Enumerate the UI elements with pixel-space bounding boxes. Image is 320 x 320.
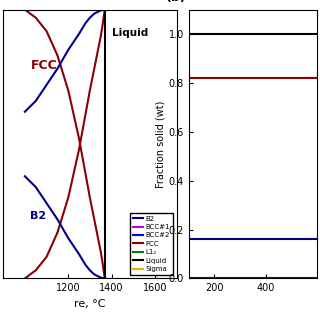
Text: B2: B2 bbox=[30, 211, 46, 221]
X-axis label: re, °C: re, °C bbox=[74, 299, 106, 309]
Text: FCC: FCC bbox=[31, 59, 58, 72]
Text: (b): (b) bbox=[165, 0, 186, 4]
Y-axis label: Fraction solid (wt): Fraction solid (wt) bbox=[156, 100, 166, 188]
Legend: B2, BCC#1, BCC#2, FCC, L1₂, Liquid, Sigma: B2, BCC#1, BCC#2, FCC, L1₂, Liquid, Sigm… bbox=[130, 213, 173, 275]
Text: Liquid: Liquid bbox=[112, 28, 148, 38]
